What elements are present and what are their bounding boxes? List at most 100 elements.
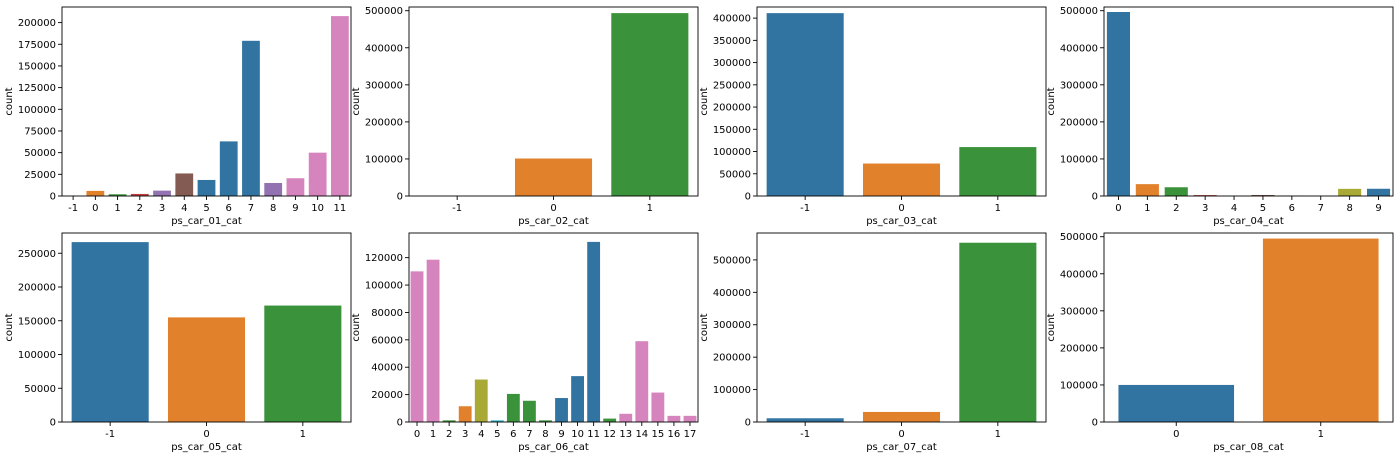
x-tick-label: 2 xyxy=(446,429,452,440)
y-tick-label: 300000 xyxy=(365,80,403,91)
y-tick-label: 300000 xyxy=(1060,306,1098,317)
x-tick-label: 0 xyxy=(1173,429,1179,440)
x-tick-label: 0 xyxy=(898,203,904,214)
x-axis-label: ps_car_07_cat xyxy=(866,442,937,453)
y-tick-label: 60000 xyxy=(371,335,403,346)
y-tick-label: 200000 xyxy=(18,283,56,294)
x-tick-label: -1 xyxy=(105,429,115,440)
y-axis-label: count xyxy=(351,313,362,341)
y-tick-label: 500000 xyxy=(1060,6,1098,17)
bar xyxy=(667,416,680,422)
x-tick-label: 8 xyxy=(1346,203,1352,214)
bar xyxy=(555,398,568,422)
bar xyxy=(475,380,488,422)
x-tick-label: 15 xyxy=(651,429,664,440)
bar xyxy=(603,419,616,422)
y-tick-label: 120000 xyxy=(365,253,403,264)
y-tick-label: 500000 xyxy=(1060,232,1098,243)
x-tick-label: 6 xyxy=(510,429,516,440)
x-axis-label: ps_car_05_cat xyxy=(171,442,242,453)
axes-frame xyxy=(62,7,351,196)
y-axis-label: count xyxy=(699,313,710,341)
bar xyxy=(86,191,104,196)
y-tick-label: 200000 xyxy=(365,117,403,128)
y-axis-label: count xyxy=(699,87,710,115)
bar xyxy=(427,260,440,422)
y-tick-label: 300000 xyxy=(713,320,751,331)
bar xyxy=(1165,187,1188,196)
y-axis-label: count xyxy=(1046,87,1057,115)
x-tick-label: 6 xyxy=(226,203,232,214)
bar xyxy=(684,416,697,422)
x-tick-label: 0 xyxy=(1115,203,1121,214)
y-tick-label: 75000 xyxy=(24,126,56,137)
bar xyxy=(619,414,632,422)
y-tick-label: 100000 xyxy=(365,281,403,292)
x-tick-label: 5 xyxy=(494,429,500,440)
y-tick-label: 400000 xyxy=(713,14,751,25)
x-tick-label: 1 xyxy=(300,429,306,440)
bar xyxy=(168,317,245,422)
y-tick-label: 250000 xyxy=(713,80,751,91)
y-tick-label: 200000 xyxy=(713,353,751,364)
y-tick-label: 50000 xyxy=(24,148,56,159)
bar xyxy=(1338,189,1361,196)
x-tick-label: 9 xyxy=(292,203,298,214)
bar xyxy=(331,16,349,196)
x-tick-label: 1 xyxy=(995,429,1001,440)
x-tick-label: 0 xyxy=(898,429,904,440)
y-tick-label: 25000 xyxy=(24,170,56,181)
y-tick-label: 100000 xyxy=(713,147,751,158)
bar xyxy=(959,147,1036,196)
x-tick-label: 10 xyxy=(571,429,584,440)
y-tick-label: 100000 xyxy=(18,350,56,361)
y-tick-label: 100000 xyxy=(18,105,56,116)
bar xyxy=(1107,12,1130,196)
x-tick-label: 2 xyxy=(1173,203,1179,214)
y-tick-label: 400000 xyxy=(1060,43,1098,54)
bar xyxy=(1136,184,1159,196)
bar xyxy=(220,141,238,196)
bar xyxy=(1118,385,1234,422)
y-tick-label: 350000 xyxy=(713,36,751,47)
bar xyxy=(72,242,149,422)
x-tick-label: 11 xyxy=(587,429,600,440)
bar xyxy=(198,180,216,196)
y-tick-label: 200000 xyxy=(713,103,751,114)
x-tick-label: 5 xyxy=(203,203,209,214)
y-tick-label: 50000 xyxy=(24,384,56,395)
bar xyxy=(523,401,536,422)
bar xyxy=(287,178,305,196)
x-tick-label: 2 xyxy=(137,203,143,214)
bar xyxy=(242,41,260,196)
y-tick-label: 200000 xyxy=(1060,117,1098,128)
y-tick-label: 400000 xyxy=(1060,269,1098,280)
x-tick-label: 7 xyxy=(248,203,254,214)
x-tick-label: 8 xyxy=(270,203,276,214)
y-tick-label: 150000 xyxy=(713,125,751,136)
bar xyxy=(651,393,664,422)
x-tick-label: 16 xyxy=(668,429,681,440)
x-tick-label: 4 xyxy=(478,429,484,440)
axes-frame xyxy=(1104,7,1393,196)
chart-panel: 0250005000075000100000125000150000175000… xyxy=(4,7,351,227)
x-tick-label: -1 xyxy=(800,429,810,440)
y-tick-label: 200000 xyxy=(18,18,56,29)
y-tick-label: 50000 xyxy=(719,169,751,180)
y-tick-label: 0 xyxy=(1092,418,1098,429)
y-tick-label: 0 xyxy=(50,418,56,429)
x-tick-label: 0 xyxy=(550,203,556,214)
bar xyxy=(571,376,584,422)
x-tick-label: 1 xyxy=(647,203,653,214)
chart-panel: 0500001000001500002000002500003000003500… xyxy=(699,7,1046,227)
x-tick-label: 14 xyxy=(635,429,648,440)
x-tick-label: 1 xyxy=(114,203,120,214)
x-tick-label: 0 xyxy=(203,429,209,440)
y-tick-label: 0 xyxy=(745,192,751,203)
x-axis-label: ps_car_03_cat xyxy=(866,216,937,227)
x-tick-label: 8 xyxy=(542,429,548,440)
x-tick-label: 0 xyxy=(414,429,420,440)
